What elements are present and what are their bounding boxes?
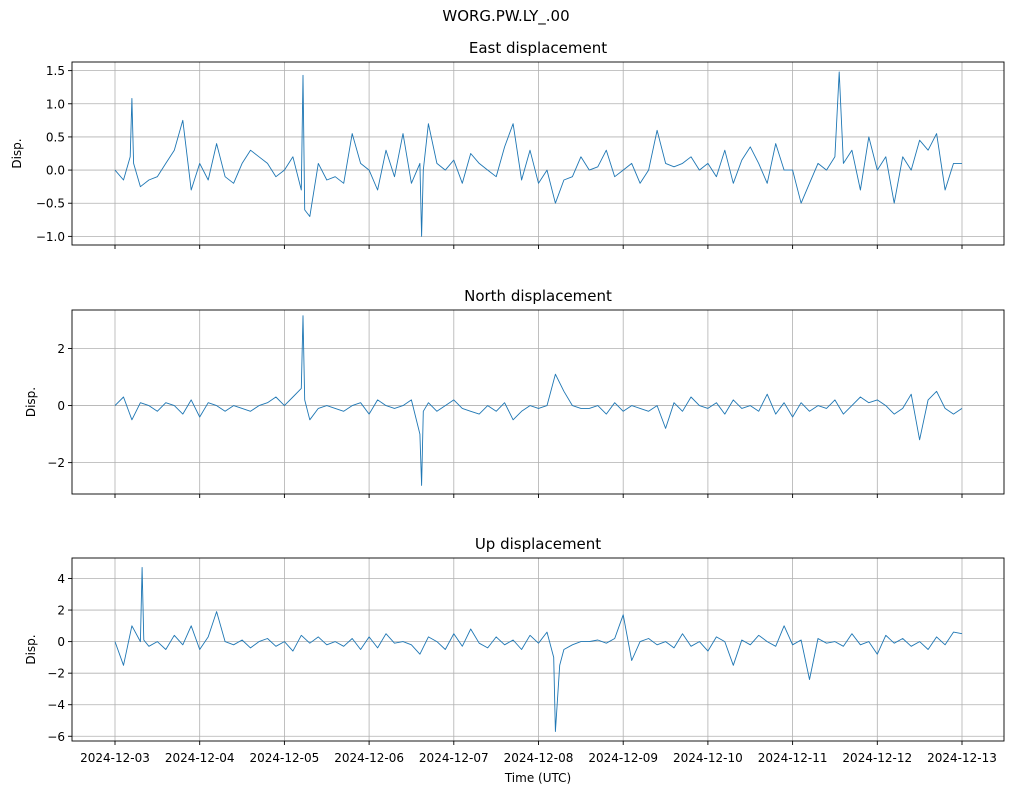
east-displacement-title: East displacement (469, 39, 607, 57)
y-tick-label: −2 (47, 456, 65, 470)
up-displacement-title: Up displacement (475, 535, 601, 553)
y-tick-label: 0.5 (46, 130, 65, 144)
x-tick-label: 2024-12-07 (419, 751, 489, 765)
figure-title: WORG.PW.LY_.00 (442, 7, 570, 25)
east-ylabel: Disp. (10, 138, 24, 168)
displacement-series-line (114, 71, 962, 237)
x-tick-label: 2024-12-08 (504, 751, 574, 765)
x-tick-label: 2024-12-11 (758, 751, 828, 765)
axes-frame (71, 557, 1005, 742)
y-tick-label: 2 (57, 342, 65, 356)
y-tick-label: −1.0 (36, 230, 65, 244)
grid (72, 310, 1004, 494)
y-tick-label: 4 (57, 572, 65, 586)
x-tick-label: 2024-12-05 (250, 751, 320, 765)
x-tick-label: 2024-12-12 (842, 751, 912, 765)
y-tick-label: 0 (57, 399, 65, 413)
x-tick-label: 2024-12-06 (334, 751, 404, 765)
north-displacement-title: North displacement (464, 287, 612, 305)
axes-frame (71, 309, 1005, 495)
y-tick-label: 1.5 (46, 64, 65, 78)
x-tick-label: 2024-12-10 (673, 751, 743, 765)
y-tick-label: −4 (47, 698, 65, 712)
north-ylabel: Disp. (24, 387, 38, 417)
grid (72, 62, 1004, 245)
y-tick-label: 2 (57, 604, 65, 618)
y-tick-label: 1.0 (46, 97, 65, 111)
time-xlabel: Time (UTC) (504, 771, 571, 785)
x-tick-label: 2024-12-13 (927, 751, 997, 765)
displacement-series-line (114, 315, 963, 486)
up-displacement-panel: Up displacement Disp. Time (UTC) −6 −4 −2 0… (24, 535, 1005, 785)
grid (72, 558, 1004, 741)
x-tick-label: 2024-12-03 (80, 751, 150, 765)
y-tick-label: 0.0 (46, 164, 65, 178)
displacement-series-line (114, 567, 963, 732)
y-tick-label: 0 (57, 635, 65, 649)
y-tick-label: −6 (47, 730, 65, 744)
y-tick-label: −0.5 (36, 197, 65, 211)
east-displacement-panel: East displacement Disp. −1.0 −0.5 0.0 0.5 1.… (10, 39, 1005, 249)
up-ylabel: Disp. (24, 634, 38, 664)
north-displacement-panel: North displacement Disp. −2 0 2 (24, 287, 1005, 498)
y-tick-label: −2 (47, 667, 65, 681)
x-tick-label: 2024-12-04 (165, 751, 235, 765)
x-tick-label: 2024-12-09 (588, 751, 658, 765)
axes-frame (71, 61, 1005, 246)
